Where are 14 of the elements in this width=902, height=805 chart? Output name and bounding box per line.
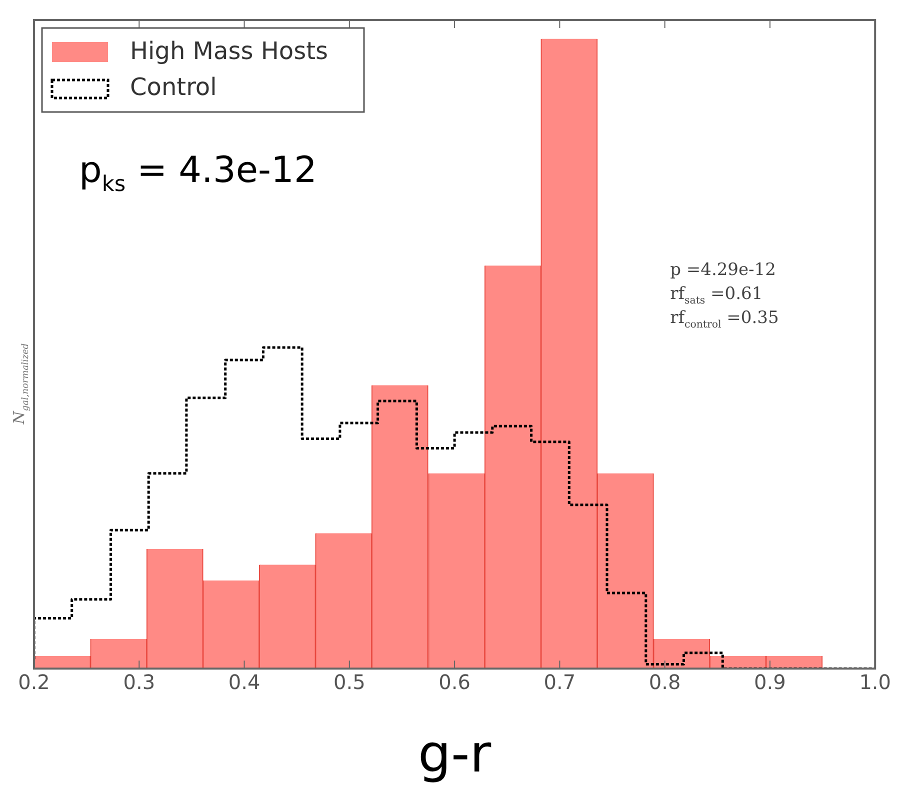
- x-tick-label: 0.2: [18, 670, 50, 694]
- x-tick-label: 0.4: [228, 670, 260, 694]
- x-tick-label: 0.5: [334, 670, 366, 694]
- x-tick-label: 1.0: [859, 670, 892, 694]
- y-axis-title: Ngal,normalized: [10, 343, 31, 426]
- legend-label: High Mass Hosts: [130, 37, 328, 66]
- x-tick-label: 0.7: [544, 670, 576, 694]
- x-tick-label: 0.6: [438, 670, 470, 694]
- legend-label: Control: [130, 73, 217, 102]
- x-axis-title: g-r: [418, 724, 492, 784]
- x-tick-label: 0.8: [648, 670, 681, 694]
- x-tick-label: 0.9: [754, 670, 786, 694]
- x-tick-label: 0.3: [123, 670, 156, 694]
- annotation: p =4.29e-12: [670, 260, 776, 280]
